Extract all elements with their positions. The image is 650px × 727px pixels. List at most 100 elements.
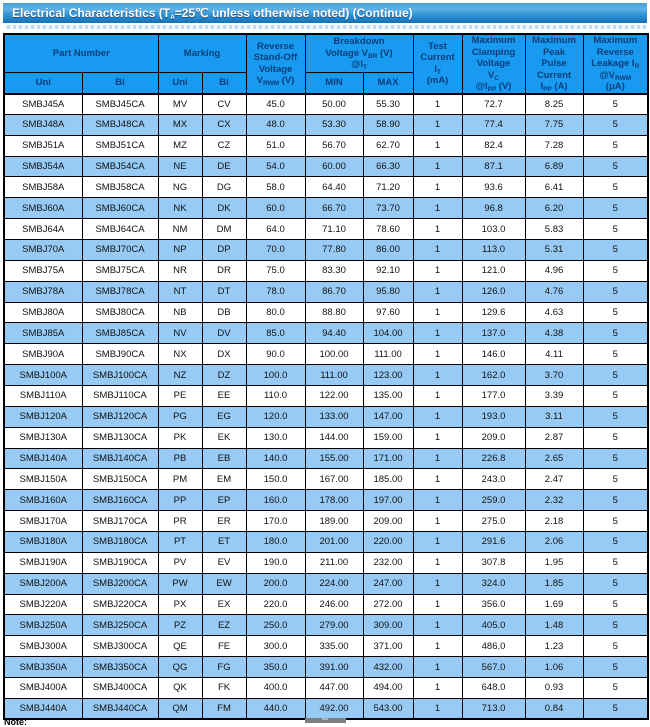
table-cell: 5 <box>582 531 649 553</box>
table-cell: SMBJ170CA <box>81 510 159 533</box>
table-cell: ER <box>201 510 247 533</box>
table-cell: 356.0 <box>461 593 526 616</box>
table-cell: 1 <box>412 134 463 157</box>
table-cell: 5 <box>582 134 649 157</box>
col-header-test-current: Test Current IT (mA) <box>412 33 463 94</box>
table-cell: 122.00 <box>304 385 364 407</box>
table-cell: 77.4 <box>461 113 526 136</box>
table-cell: 178.00 <box>304 489 364 512</box>
table-cell: 197.00 <box>362 489 414 512</box>
table-cell: SMBJ54CA <box>81 155 159 178</box>
table-cell: SMBJ400CA <box>81 677 159 699</box>
table-cell: 211.00 <box>304 551 364 574</box>
electrical-characteristics-table: Part Number Marking Reverse Stand-Off Volt… <box>3 33 650 721</box>
table-cell: SMBJ48CA <box>81 113 159 136</box>
table-cell: 391.00 <box>304 656 364 679</box>
table-cell: 1 <box>412 364 463 387</box>
table-row: SMBJ45A SMBJ45CA MV CV 45.0 50.00 55.30 1 72.7 8.… <box>3 93 649 115</box>
table-cell: 66.70 <box>304 197 364 220</box>
table-cell: SMBJ350A <box>3 656 83 679</box>
table-cell: 5.83 <box>524 218 584 241</box>
table-cell: SMBJ350CA <box>81 656 159 679</box>
table-cell: 440.0 <box>245 697 306 720</box>
table-cell: NG <box>157 176 203 199</box>
table-cell: PT <box>157 531 203 553</box>
table-cell: 2.87 <box>524 426 584 449</box>
divider-strip <box>4 25 646 29</box>
table-cell: FK <box>201 677 247 699</box>
table-row: SMBJ440A SMBJ440CA QM FM 440.0 492.00 543.00 1 7… <box>3 697 649 720</box>
table-row: SMBJ120A SMBJ120CA PG EG 120.0 133.00 147.00 1 1… <box>3 405 649 428</box>
table-cell: 66.30 <box>362 155 414 178</box>
table-cell: NX <box>157 343 203 366</box>
table-cell: 209.0 <box>461 426 526 449</box>
table-cell: 170.0 <box>245 510 306 533</box>
table-cell: 155.00 <box>304 447 364 470</box>
table-cell: 140.0 <box>245 447 306 470</box>
table-cell: 250.0 <box>245 614 306 637</box>
table-cell: PR <box>157 510 203 533</box>
table-cell: SMBJ51A <box>3 134 83 157</box>
table-cell: EP <box>201 489 247 512</box>
table-cell: 1 <box>412 218 463 241</box>
table-cell: QG <box>157 656 203 679</box>
table-cell: 7.75 <box>524 113 584 136</box>
table-row: SMBJ54A SMBJ54CA NE DE 54.0 60.00 66.30 1 87.1 6.… <box>3 155 649 178</box>
table-cell: 72.7 <box>461 93 526 115</box>
col-subheader-part-uni: Uni <box>3 72 83 94</box>
table-cell: 80.0 <box>245 301 306 324</box>
table-cell: 5 <box>582 218 649 241</box>
section-title: Electrical Characteristics (TA=25℃ unles… <box>12 6 413 21</box>
table-cell: 1 <box>412 239 463 261</box>
table-cell: 713.0 <box>461 697 526 720</box>
table-cell: 1 <box>412 343 463 366</box>
table-cell: SMBJ440CA <box>81 697 159 720</box>
table-cell: 146.0 <box>461 343 526 366</box>
table-row: SMBJ300A SMBJ300CA QE FE 300.0 335.00 371.00 1 4… <box>3 635 649 658</box>
table-cell: 1 <box>412 551 463 574</box>
table-cell: 93.6 <box>461 176 526 199</box>
table-header: Part Number Marking Reverse Stand-Off Volt… <box>3 33 649 94</box>
table-cell: 246.00 <box>304 593 364 616</box>
table-row: SMBJ80A SMBJ80CA NB DB 80.0 88.80 97.60 1 129.6 4… <box>3 301 649 324</box>
table-cell: 1 <box>412 489 463 512</box>
table-cell: 1 <box>412 197 463 220</box>
table-cell: 4.38 <box>524 322 584 345</box>
table-cell: 48.0 <box>245 113 306 136</box>
table-cell: 307.8 <box>461 551 526 574</box>
table-cell: 243.0 <box>461 468 526 491</box>
table-cell: 1 <box>412 635 463 658</box>
table-cell: 7.28 <box>524 134 584 157</box>
table-cell: PG <box>157 405 203 428</box>
table-row: SMBJ110A SMBJ110CA PE EE 110.0 122.00 135.00 1 1… <box>3 385 649 407</box>
table-cell: 400.0 <box>245 677 306 699</box>
table-cell: EE <box>201 385 247 407</box>
table-cell: 492.00 <box>304 697 364 720</box>
table-row: SMBJ400A SMBJ400CA QK FK 400.0 447.00 494.00 1 6… <box>3 677 649 699</box>
table-cell: 1 <box>412 510 463 533</box>
table-cell: 120.0 <box>245 405 306 428</box>
table-cell: NZ <box>157 364 203 387</box>
table-cell: 160.0 <box>245 489 306 512</box>
table-cell: SMBJ54A <box>3 155 83 178</box>
table-cell: SMBJ130A <box>3 426 83 449</box>
col-subheader-marking-uni: Uni <box>157 72 203 94</box>
table-cell: NR <box>157 259 203 282</box>
table-cell: 1.85 <box>524 572 584 595</box>
table-cell: 648.0 <box>461 677 526 699</box>
table-cell: EV <box>201 551 247 574</box>
table-row: SMBJ140A SMBJ140CA PB EB 140.0 155.00 171.00 1 2… <box>3 447 649 470</box>
table-cell: SMBJ64CA <box>81 218 159 241</box>
table-cell: 54.0 <box>245 155 306 178</box>
table-cell: 110.0 <box>245 385 306 407</box>
table-cell: SMBJ45A <box>3 93 83 115</box>
table-cell: 75.0 <box>245 259 306 282</box>
table-row: SMBJ64A SMBJ64CA NM DM 64.0 71.10 78.60 1 103.0 5… <box>3 218 649 241</box>
table-cell: 3.39 <box>524 385 584 407</box>
table-cell: EW <box>201 572 247 595</box>
table-cell: 5 <box>582 176 649 199</box>
table-cell: SMBJ400A <box>3 677 83 699</box>
table-cell: EZ <box>201 614 247 637</box>
table-cell: 1 <box>412 468 463 491</box>
table-cell: SMBJ78A <box>3 280 83 303</box>
